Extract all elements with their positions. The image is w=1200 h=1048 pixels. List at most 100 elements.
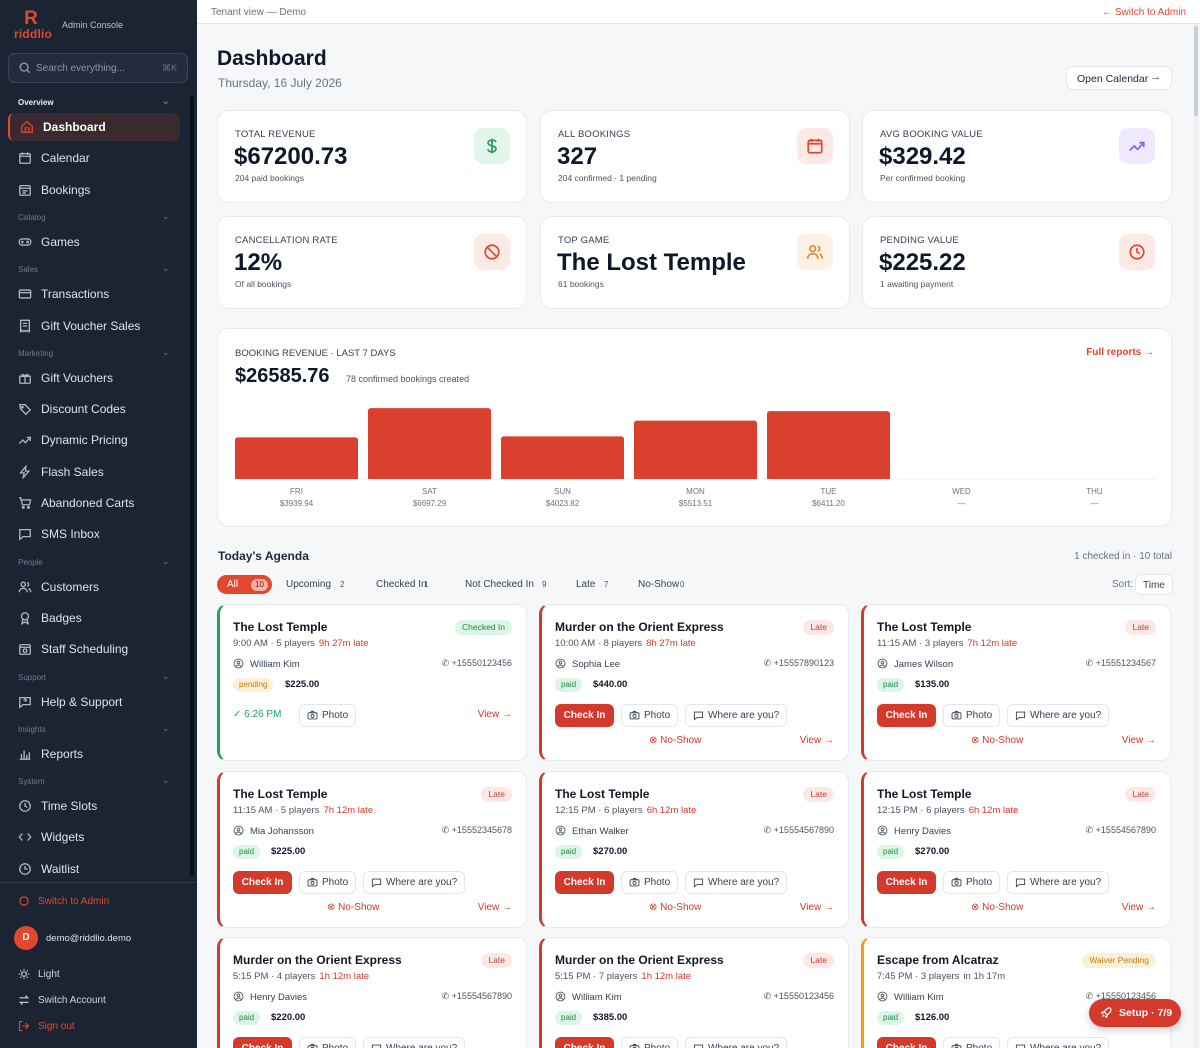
no-show-button[interactable]: ⊗ No-Show (649, 902, 701, 913)
view-booking-link[interactable]: View → (799, 735, 834, 746)
photo-button[interactable]: Photo (299, 871, 357, 894)
sidebar-section-0[interactable]: Overview ⌄ (18, 96, 170, 107)
chart-bar[interactable] (767, 411, 890, 479)
sidebar-item-help-support[interactable]: Help & Support (8, 688, 180, 716)
filter-tab-upcoming[interactable]: Upcoming 2 (276, 575, 356, 594)
sidebar-scrollbar[interactable] (190, 96, 194, 876)
sidebar-section-3[interactable]: Marketing ⌄ (18, 347, 170, 358)
sidebar-item-abandoned-carts[interactable]: Abandoned Carts (8, 489, 180, 517)
booking-phone[interactable]: ✆ +15550123456 (1086, 991, 1156, 1002)
booking-phone[interactable]: ✆ +15557890123 (764, 658, 834, 669)
check-in-button[interactable]: Check In (555, 1037, 614, 1048)
where-are-you-button[interactable]: Where are you? (363, 871, 466, 894)
check-in-button[interactable]: Check In (233, 1037, 292, 1048)
filter-tab-no-show[interactable]: No-Show 0 (628, 575, 694, 594)
sidebar-item-gift-voucher-sales[interactable]: Gift Voucher Sales (8, 312, 180, 340)
filter-tab-not-checked-in[interactable]: Not Checked In 9 (455, 575, 556, 594)
full-reports-link[interactable]: Full reports → (1086, 347, 1154, 358)
where-are-you-button[interactable]: Where are you? (1007, 1037, 1110, 1048)
booking-card[interactable]: Escape from Alcatraz Waiver Pending 7:45 P… (861, 937, 1171, 1048)
riddlio-logo[interactable]: R riddlio (12, 9, 52, 41)
page-scrollbar[interactable] (1194, 24, 1198, 1048)
sidebar-section-7[interactable]: System ⌄ (18, 775, 170, 786)
check-in-button[interactable]: Check In (555, 871, 614, 894)
no-show-button[interactable]: ⊗ No-Show (327, 902, 379, 913)
booking-card[interactable]: The Lost Temple Late 12:15 PM · 6 players 6… (539, 771, 849, 928)
sidebar-item-badges[interactable]: Badges (8, 604, 180, 632)
view-booking-link[interactable]: View → (477, 902, 512, 913)
where-are-you-button[interactable]: Where are you? (685, 871, 788, 894)
sidebar-item-discount-codes[interactable]: Discount Codes (8, 395, 180, 423)
booking-card[interactable]: The Lost Temple Late 12:15 PM · 6 players 6… (861, 771, 1171, 928)
view-booking-link[interactable]: View → (1121, 902, 1156, 913)
photo-button[interactable]: Photo (621, 704, 679, 727)
chart-bar[interactable] (368, 408, 491, 479)
booking-phone[interactable]: ✆ +15552345678 (442, 825, 512, 836)
filter-tab-late[interactable]: Late 7 (566, 575, 618, 594)
sidebar-item-staff-scheduling[interactable]: Staff Scheduling (8, 635, 180, 663)
sidebar-item-dashboard[interactable]: Dashboard (8, 113, 180, 141)
sidebar-section-5[interactable]: Support ⌄ (18, 671, 170, 682)
avatar[interactable]: D (14, 926, 38, 950)
sort-select[interactable]: Time (1135, 574, 1173, 595)
filter-tab-all[interactable]: All 10 (217, 575, 272, 594)
booking-card[interactable]: Murder on the Orient Express Late 10:00 AM… (539, 604, 849, 761)
chart-bar[interactable] (634, 420, 757, 479)
no-show-button[interactable]: ⊗ No-Show (971, 735, 1023, 746)
sidebar-item-calendar[interactable]: Calendar (8, 144, 180, 172)
booking-card[interactable]: Murder on the Orient Express Late 5:15 PM … (539, 937, 849, 1048)
photo-button[interactable]: Photo (943, 704, 1001, 727)
check-in-button[interactable]: Check In (233, 871, 292, 894)
sidebar-item-waitlist[interactable]: Waitlist (8, 855, 180, 883)
booking-phone[interactable]: ✆ +15551234567 (1086, 658, 1156, 669)
open-calendar-button[interactable]: Open Calendar → (1066, 66, 1172, 90)
sidebar-item-games[interactable]: Games (8, 228, 180, 256)
view-booking-link[interactable]: View → (477, 709, 512, 720)
search-input[interactable]: Search everything... ⌘K (8, 53, 188, 83)
chart-bar[interactable] (501, 436, 624, 479)
filter-tab-checked-in[interactable]: Checked In 1 (366, 575, 445, 594)
setup-progress-button[interactable]: Setup · 7/9 (1089, 999, 1181, 1027)
booking-card[interactable]: Murder on the Orient Express Late 5:15 PM … (217, 937, 527, 1048)
photo-button[interactable]: Photo (943, 871, 1001, 894)
sidebar-item-bookings[interactable]: Bookings (8, 176, 180, 204)
view-booking-link[interactable]: View → (1121, 735, 1156, 746)
booking-phone[interactable]: ✆ +15554567890 (442, 991, 512, 1002)
photo-button[interactable]: Photo (299, 1037, 357, 1048)
sidebar-item-transactions[interactable]: Transactions (8, 280, 180, 308)
booking-phone[interactable]: ✆ +15554567890 (1086, 825, 1156, 836)
booking-phone[interactable]: ✆ +15554567890 (764, 825, 834, 836)
booking-card[interactable]: The Lost Temple Late 11:15 AM · 3 players 7… (861, 604, 1171, 761)
where-are-you-button[interactable]: Where are you? (363, 1037, 466, 1048)
sidebar-section-1[interactable]: Catalog ⌄ (18, 211, 170, 222)
sidebar-item-time-slots[interactable]: Time Slots (8, 792, 180, 820)
booking-phone[interactable]: ✆ +15550123456 (442, 658, 512, 669)
where-are-you-button[interactable]: Where are you? (685, 704, 788, 727)
where-are-you-button[interactable]: Where are you? (1007, 871, 1110, 894)
view-booking-link[interactable]: View → (799, 902, 834, 913)
no-show-button[interactable]: ⊗ No-Show (649, 735, 701, 746)
switch-to-admin-top-link[interactable]: ← Switch to Admin (1102, 7, 1186, 18)
booking-card[interactable]: The Lost Temple Checked In 9:00 AM · 5 pla… (217, 604, 527, 761)
sidebar-item-customers[interactable]: Customers (8, 573, 180, 601)
check-in-button[interactable]: Check In (555, 704, 614, 727)
check-in-button[interactable]: Check In (877, 704, 936, 727)
photo-button[interactable]: Photo (299, 704, 357, 727)
sidebar-item-dynamic-pricing[interactable]: Dynamic Pricing (8, 426, 180, 454)
where-are-you-button[interactable]: Where are you? (685, 1037, 788, 1048)
photo-button[interactable]: Photo (943, 1037, 1001, 1048)
sidebar-section-2[interactable]: Sales ⌄ (18, 263, 170, 274)
booking-phone[interactable]: ✆ +15550123456 (764, 991, 834, 1002)
booking-card[interactable]: The Lost Temple Late 11:15 AM · 5 players 7… (217, 771, 527, 928)
no-show-button[interactable]: ⊗ No-Show (971, 902, 1023, 913)
sidebar-item-reports[interactable]: Reports (8, 740, 180, 768)
where-are-you-button[interactable]: Where are you? (1007, 704, 1110, 727)
photo-button[interactable]: Photo (621, 1037, 679, 1048)
sidebar-item-sms-inbox[interactable]: SMS Inbox (8, 520, 180, 548)
sidebar-item-widgets[interactable]: Widgets (8, 823, 180, 851)
sidebar-item-gift-vouchers[interactable]: Gift Vouchers (8, 364, 180, 392)
sidebar-section-6[interactable]: Insights ⌄ (18, 723, 170, 734)
photo-button[interactable]: Photo (621, 871, 679, 894)
check-in-button[interactable]: Check In (877, 871, 936, 894)
chart-bar[interactable] (235, 437, 358, 479)
